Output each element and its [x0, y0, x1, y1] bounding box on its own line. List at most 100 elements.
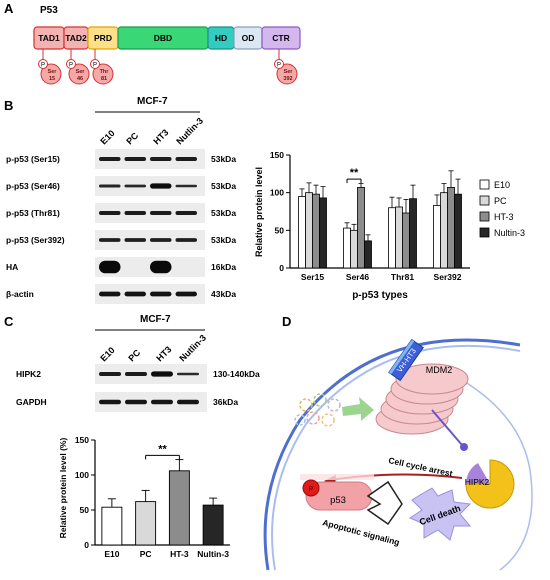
domain-ctr [261, 26, 301, 50]
signal-chevron [366, 480, 403, 526]
hipk2-label: HIPK2 [465, 477, 490, 487]
blot-band [151, 399, 173, 405]
panel-label-b: B [4, 98, 13, 113]
site-circle [92, 63, 114, 85]
mechanism-diagram: MDM2 VH-HT3 HIPK2 p53 P Cell cycle arres… [263, 338, 533, 571]
blot-band [125, 399, 147, 405]
mdm2-label: MDM2 [426, 365, 453, 375]
blot-size-label: 53kDa [211, 181, 236, 191]
site-residue: Thr [100, 69, 110, 75]
blot-row-label: GAPDH [16, 397, 47, 407]
panel-label-a: A [4, 1, 14, 16]
blot-band [99, 184, 121, 188]
domain-label: DBD [154, 33, 172, 43]
site-position: 15 [49, 76, 55, 82]
legend-label: E10 [494, 180, 510, 190]
blot-row-label: HA [6, 262, 18, 272]
lane-label: Nutlin-3 [174, 116, 205, 147]
site-position: 392 [283, 76, 292, 82]
blot-band [124, 184, 146, 188]
y-tick-label: 100 [270, 188, 284, 198]
blot-band [124, 211, 146, 215]
link-end-dot [460, 443, 468, 451]
blot-band [177, 372, 199, 376]
blot-row-label: p-p53 (Ser392) [6, 235, 65, 245]
protein-title: P53 [40, 5, 58, 16]
bar [440, 192, 448, 269]
lane-label: E10 [98, 345, 116, 363]
bar [305, 192, 313, 269]
bar [454, 193, 462, 269]
site-residue: Ser [284, 69, 294, 75]
western-blot-c: E10 PC HT3 Nutlin-3 HIPK2 130-140kDa GAPDH 36kD… [16, 333, 260, 412]
site-p-label: P [93, 63, 97, 69]
mdm2-complex: MDM2 [375, 363, 469, 435]
legend-label: PC [494, 196, 507, 206]
lane-label: PC [124, 130, 140, 146]
blot-band [177, 399, 199, 405]
blot-size-label: 53kDa [211, 235, 236, 245]
blot-row-label: p-p53 (Ser46) [6, 181, 60, 191]
blot-band [175, 238, 197, 242]
y-axis-label-c: Relative protein level (%) [58, 438, 68, 539]
blot-size-label: 53kDa [211, 154, 236, 164]
domain-label: TAD1 [38, 33, 60, 43]
lane-label: E10 [98, 128, 116, 146]
bar [168, 470, 190, 546]
site-circle [276, 63, 298, 85]
blot-band [99, 211, 121, 215]
bar [350, 229, 358, 269]
bar [298, 196, 306, 269]
x-tick-label: Ser46 [346, 272, 369, 282]
x-tick-label: Ser15 [301, 272, 324, 282]
blot-band [151, 371, 173, 377]
blot-band [99, 372, 121, 376]
bar [433, 205, 441, 269]
legend-swatch [479, 195, 490, 206]
site-position: 81 [101, 76, 107, 82]
domain-label: OD [242, 33, 255, 43]
legend-swatch [479, 211, 490, 222]
x-axis-label-b: p-p53 types [352, 290, 408, 301]
p53-phospho-dot [302, 479, 320, 497]
site-p-circle [90, 59, 100, 69]
blot-band [99, 157, 121, 161]
site-residue: Ser [48, 69, 58, 75]
cell-death-burst [408, 487, 472, 541]
cell-membrane-inner [271, 344, 521, 571]
uptake-arrow [342, 397, 374, 421]
sig-stars: ** [158, 443, 167, 455]
site-p-circle [274, 59, 284, 69]
blot-band [124, 291, 146, 297]
p53-highlight [300, 474, 374, 480]
hipk2-wedge [465, 463, 490, 484]
blot-size-label: 43kDa [211, 289, 236, 299]
nucleus-membrane [447, 371, 533, 571]
bar [202, 504, 224, 546]
bar [357, 186, 365, 269]
hipk2-shape [465, 459, 515, 509]
domain-map: TAD1 TAD2 PRD DBD HD OD CTR [33, 26, 301, 50]
site-circle [68, 63, 90, 85]
lane-label: HT3 [154, 344, 173, 363]
blot-band [150, 260, 172, 274]
western-blot-b: E10 PC HT3 Nutlin-3 p-p53 (Ser15) 53kDa p-p53 … [6, 116, 236, 304]
blot-band [175, 291, 197, 297]
domain-label: CTR [272, 33, 289, 43]
site-position: 46 [77, 76, 83, 82]
y-tick-label: 50 [275, 225, 285, 235]
bar-chart-c: Relative protein level (%) 0 50 100 150 E10 P… [58, 435, 230, 559]
blot-band [175, 157, 197, 161]
y-axis-label-b: Relative protein level [254, 167, 264, 257]
bar [343, 227, 351, 269]
blot-band [150, 211, 172, 215]
blot-band [125, 372, 147, 376]
bar [364, 240, 372, 269]
blot-row-label: HIPK2 [16, 369, 41, 379]
panel-label-d: D [282, 314, 291, 329]
blot-band [175, 211, 197, 215]
blot-band [124, 157, 146, 161]
